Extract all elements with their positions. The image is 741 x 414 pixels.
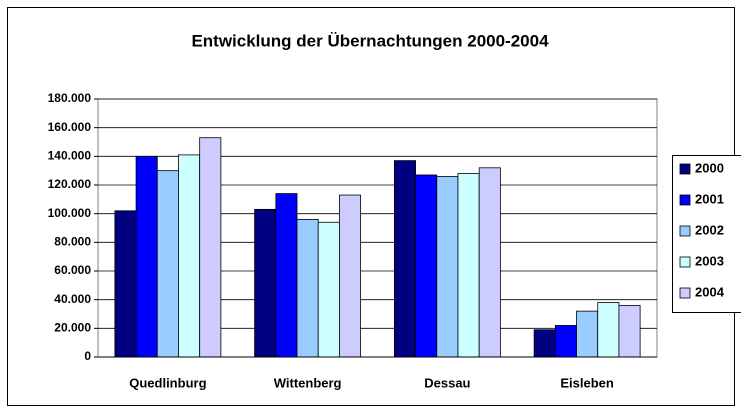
bar <box>296 218 319 358</box>
bar <box>415 174 438 358</box>
y-tick-label: 20.000 <box>54 321 91 335</box>
bar <box>457 173 480 358</box>
y-tick-label: 40.000 <box>54 292 91 306</box>
bar <box>576 310 599 358</box>
bar <box>554 325 577 358</box>
chart-title: Entwicklung der Übernachtungen 2000-2004 <box>191 31 549 50</box>
x-tick-label: Dessau <box>424 375 470 390</box>
y-tick-label: 80.000 <box>54 235 91 249</box>
bar <box>275 193 298 358</box>
bar <box>339 194 362 358</box>
legend-swatch <box>679 225 691 237</box>
y-tick-label: 160.000 <box>48 120 92 134</box>
bar <box>436 175 459 358</box>
y-tick-label: 140.000 <box>48 149 92 163</box>
y-tick-label: 60.000 <box>54 263 91 277</box>
bar <box>533 329 556 358</box>
legend-label: 2004 <box>695 284 725 299</box>
legend-label: 2000 <box>695 160 724 175</box>
legend-swatch <box>679 163 691 175</box>
legend-swatch <box>679 256 691 268</box>
bar <box>135 155 158 358</box>
legend-label: 2002 <box>695 222 724 237</box>
y-tick-label: 120.000 <box>48 177 92 191</box>
bar <box>254 208 277 358</box>
y-tick-label: 0 <box>84 349 91 363</box>
bar <box>393 160 416 358</box>
legend-swatch <box>679 287 691 299</box>
x-tick-label: Wittenberg <box>274 375 342 390</box>
bar <box>199 137 222 358</box>
bar <box>478 167 501 358</box>
x-tick-label: Quedlinburg <box>129 375 206 390</box>
bar <box>618 304 641 358</box>
legend-label: 2001 <box>695 191 724 206</box>
legend-label: 2003 <box>695 253 724 268</box>
bar <box>178 154 201 358</box>
x-tick-label: Eisleben <box>560 375 614 390</box>
y-tick-label: 100.000 <box>48 206 92 220</box>
legend-swatch <box>679 194 691 206</box>
bar <box>597 302 620 358</box>
bar <box>114 210 137 358</box>
bar <box>317 221 340 358</box>
bar <box>156 170 179 358</box>
y-tick-label: 180.000 <box>48 91 92 105</box>
